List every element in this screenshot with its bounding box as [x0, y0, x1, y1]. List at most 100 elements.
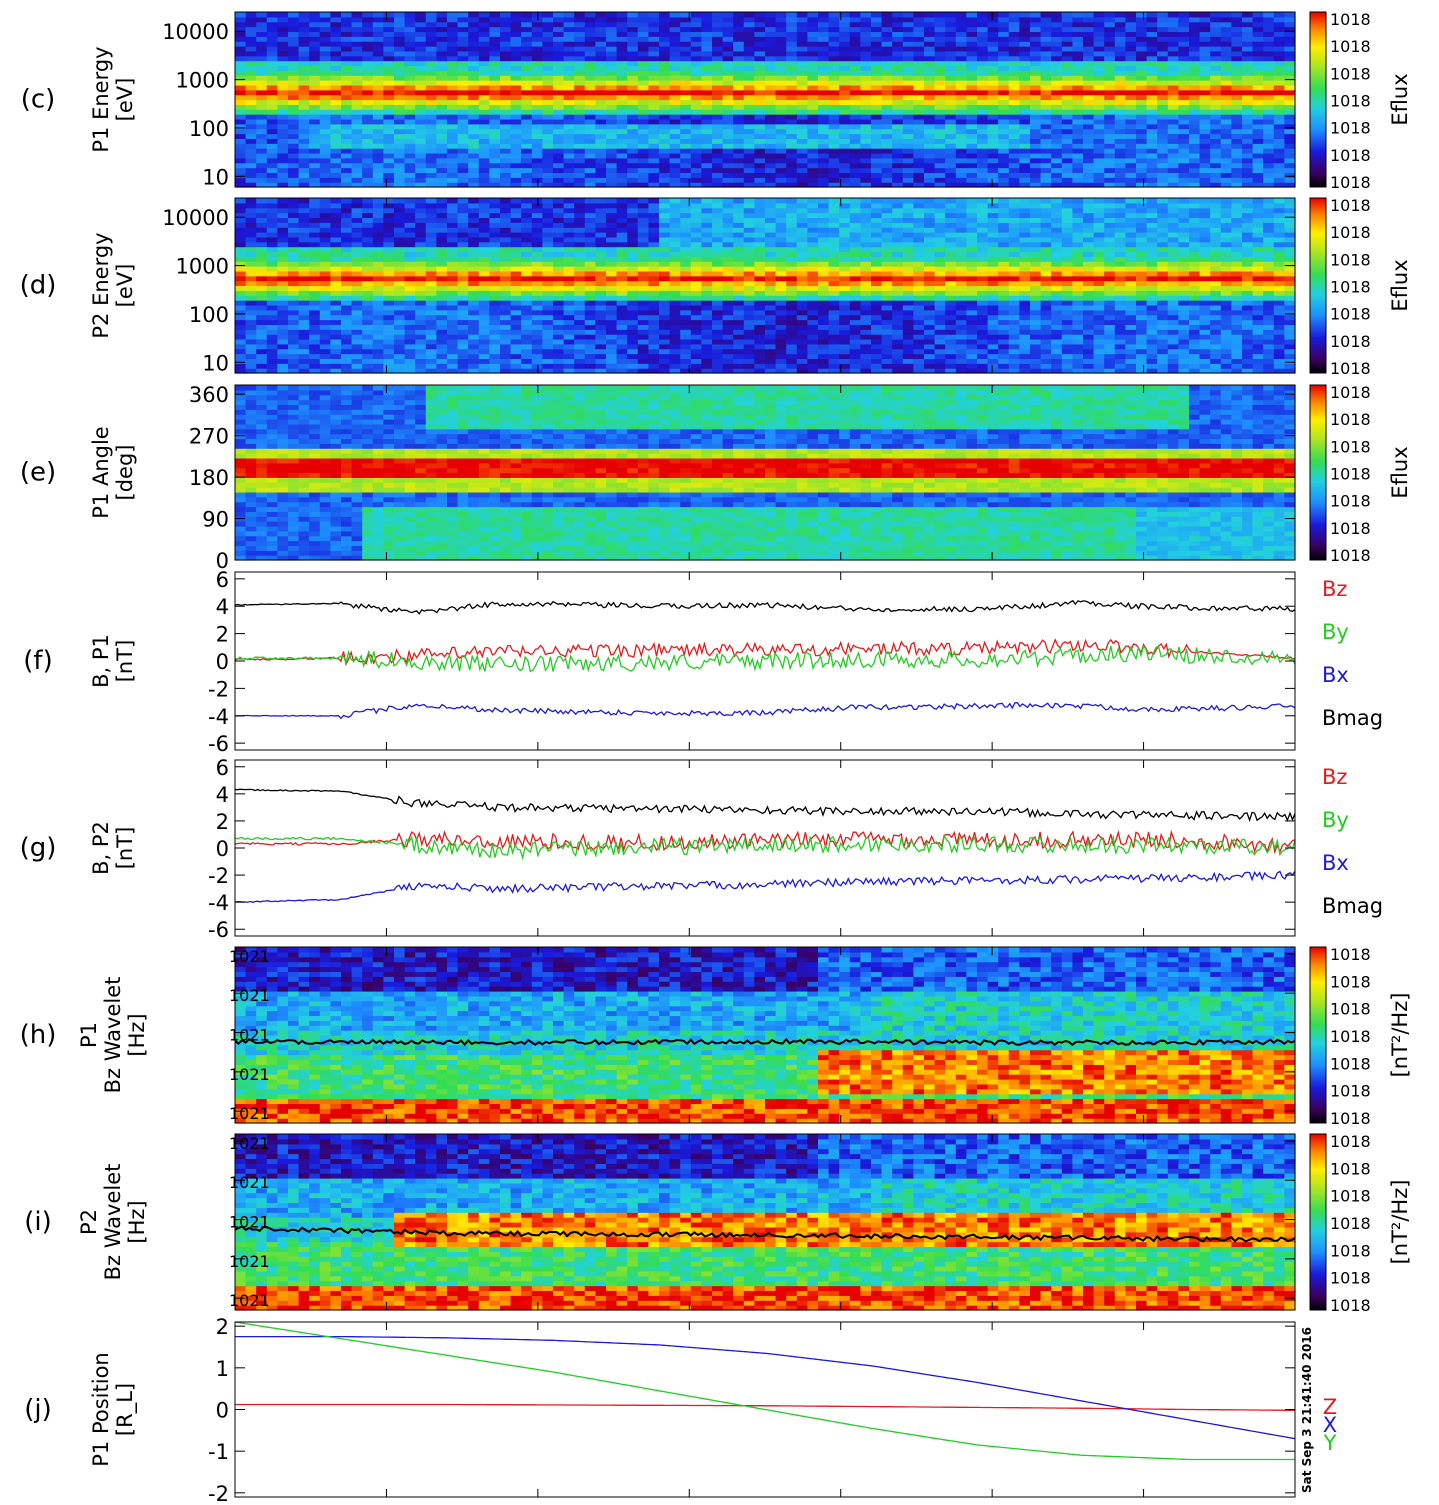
- heatmap-cell: [468, 232, 480, 238]
- heatmap-cell: [574, 31, 586, 37]
- heatmap-cell: [892, 182, 904, 188]
- heatmap-cell: [1231, 50, 1243, 57]
- heatmap-cell: [468, 36, 480, 42]
- heatmap-cell: [1178, 152, 1190, 159]
- heatmap-cell: [1083, 21, 1095, 28]
- heatmap-cell: [1040, 31, 1052, 37]
- heatmap-cell: [468, 162, 480, 169]
- heatmap-cell: [319, 236, 331, 243]
- heatmap-cell: [489, 241, 501, 248]
- heatmap-cell: [828, 89, 840, 96]
- heatmap-cell: [1146, 109, 1158, 115]
- heatmap-cell: [1136, 80, 1148, 86]
- heatmap-cell: [436, 338, 448, 345]
- heatmap-cell: [1040, 21, 1052, 28]
- heatmap-cell: [531, 89, 543, 96]
- heatmap-cell: [648, 60, 660, 67]
- heatmap-cell: [1189, 55, 1201, 62]
- heatmap-cell: [690, 12, 702, 18]
- heatmap-cell: [902, 148, 914, 154]
- heatmap-cell: [902, 84, 914, 91]
- heatmap-cell: [468, 353, 480, 360]
- heatmap-cell: [595, 319, 607, 325]
- heatmap-cell: [1019, 152, 1031, 159]
- heatmap-cell: [521, 343, 533, 350]
- heatmap-cell: [468, 246, 480, 253]
- heatmap-cell: [447, 314, 459, 321]
- heatmap-cell: [256, 363, 268, 369]
- heatmap-cell: [1030, 41, 1042, 47]
- heatmap-cell: [595, 363, 607, 369]
- heatmap-cell: [235, 89, 247, 96]
- heatmap-cell: [319, 31, 331, 37]
- heatmap-cell: [383, 46, 395, 52]
- heatmap-cell: [606, 348, 618, 355]
- heatmap-cell: [1210, 182, 1222, 188]
- heatmap-cell: [277, 162, 289, 169]
- heatmap-cell: [256, 60, 268, 67]
- heatmap-cell: [341, 329, 353, 335]
- heatmap-cell: [330, 31, 342, 37]
- heatmap-cell: [743, 167, 755, 174]
- heatmap-cell: [1199, 31, 1211, 37]
- heatmap-cell: [372, 251, 384, 257]
- heatmap-cell: [659, 157, 671, 164]
- heatmap-cell: [1040, 167, 1052, 174]
- heatmap-cell: [1030, 99, 1042, 105]
- heatmap-cell: [627, 343, 639, 350]
- heatmap-cell: [510, 55, 522, 62]
- heatmap-cell: [669, 16, 681, 23]
- heatmap-cell: [818, 26, 830, 33]
- heatmap-cell: [394, 324, 406, 330]
- heatmap-cell: [457, 36, 469, 42]
- heatmap-cell: [425, 348, 437, 355]
- heatmap-cell: [341, 202, 353, 209]
- heatmap-cell: [362, 104, 374, 110]
- heatmap-cell: [659, 114, 671, 120]
- heatmap-cell: [372, 75, 384, 81]
- heatmap-cell: [277, 99, 289, 105]
- heatmap-cell: [998, 167, 1010, 174]
- heatmap-cell: [553, 128, 565, 135]
- heatmap-cell: [510, 212, 522, 219]
- heatmap-cell: [648, 182, 660, 188]
- heatmap-cell: [531, 217, 543, 223]
- heatmap-cell: [404, 167, 416, 174]
- heatmap-cell: [574, 41, 586, 47]
- heatmap-cell: [1093, 16, 1105, 23]
- heatmap-cell: [1051, 80, 1063, 86]
- heatmap-cell: [298, 300, 310, 306]
- heatmap-cell: [288, 109, 300, 115]
- heatmap-cell: [1114, 36, 1126, 42]
- heatmap-cell: [478, 128, 490, 135]
- heatmap-cell: [1273, 84, 1285, 91]
- heatmap-cell: [574, 143, 586, 149]
- heatmap-cell: [457, 300, 469, 306]
- heatmap-cell: [1083, 94, 1095, 101]
- heatmap-cell: [606, 41, 618, 47]
- heatmap-cell: [606, 143, 618, 149]
- heatmap-cell: [447, 41, 459, 47]
- heatmap-cell: [489, 118, 501, 125]
- heatmap-cell: [309, 109, 321, 115]
- heatmap-cell: [1136, 118, 1148, 125]
- heatmap-cell: [627, 236, 639, 243]
- heatmap-cell: [362, 133, 374, 139]
- heatmap-cell: [372, 16, 384, 23]
- heatmap-cell: [298, 251, 310, 257]
- heatmap-cell: [478, 133, 490, 139]
- heatmap-cell: [288, 368, 300, 374]
- heatmap-cell: [531, 334, 543, 340]
- heatmap-cell: [807, 133, 819, 139]
- heatmap-cell: [1114, 148, 1126, 154]
- heatmap-cell: [256, 31, 268, 37]
- heatmap-cell: [521, 182, 533, 188]
- heatmap-cell: [902, 16, 914, 23]
- heatmap-cell: [1189, 75, 1201, 81]
- heatmap-cell: [1093, 123, 1105, 130]
- heatmap-cell: [1136, 36, 1148, 42]
- heatmap-cell: [521, 353, 533, 360]
- heatmap-cell: [235, 266, 247, 272]
- heatmap-cell: [245, 198, 257, 204]
- heatmap-cell: [606, 182, 618, 188]
